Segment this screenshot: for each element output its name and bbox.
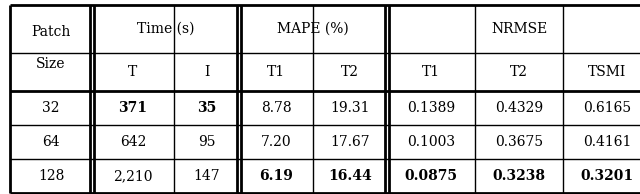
Text: Time (s): Time (s): [137, 22, 195, 36]
Text: 0.6165: 0.6165: [583, 101, 631, 115]
Text: I: I: [204, 65, 209, 79]
Text: 0.3675: 0.3675: [495, 135, 543, 149]
Text: 128: 128: [38, 169, 64, 183]
Text: 32: 32: [42, 101, 60, 115]
Text: 7.20: 7.20: [260, 135, 291, 149]
Text: T1: T1: [422, 65, 440, 79]
Text: 64: 64: [42, 135, 60, 149]
Text: Patch

Size: Patch Size: [31, 25, 70, 71]
Text: T: T: [129, 65, 138, 79]
Text: 0.1003: 0.1003: [407, 135, 455, 149]
Text: 0.3238: 0.3238: [493, 169, 545, 183]
Text: 0.4329: 0.4329: [495, 101, 543, 115]
Text: 6.19: 6.19: [259, 169, 293, 183]
Text: 0.1389: 0.1389: [407, 101, 455, 115]
Text: 0.4161: 0.4161: [583, 135, 631, 149]
Text: T2: T2: [510, 65, 528, 79]
Text: 95: 95: [198, 135, 215, 149]
Text: 0.3201: 0.3201: [580, 169, 634, 183]
Text: 371: 371: [118, 101, 147, 115]
Text: NRMSE: NRMSE: [491, 22, 547, 36]
Text: 147: 147: [193, 169, 220, 183]
Text: 35: 35: [197, 101, 216, 115]
Text: 17.67: 17.67: [330, 135, 370, 149]
Text: 642: 642: [120, 135, 146, 149]
Text: 2,210: 2,210: [113, 169, 153, 183]
Text: 0.0875: 0.0875: [404, 169, 458, 183]
Text: T2: T2: [341, 65, 359, 79]
Text: MAPE (%): MAPE (%): [277, 22, 349, 36]
Text: 8.78: 8.78: [260, 101, 291, 115]
Text: T1: T1: [267, 65, 285, 79]
Text: 19.31: 19.31: [330, 101, 370, 115]
Text: 16.44: 16.44: [328, 169, 372, 183]
Text: TSMI: TSMI: [588, 65, 626, 79]
